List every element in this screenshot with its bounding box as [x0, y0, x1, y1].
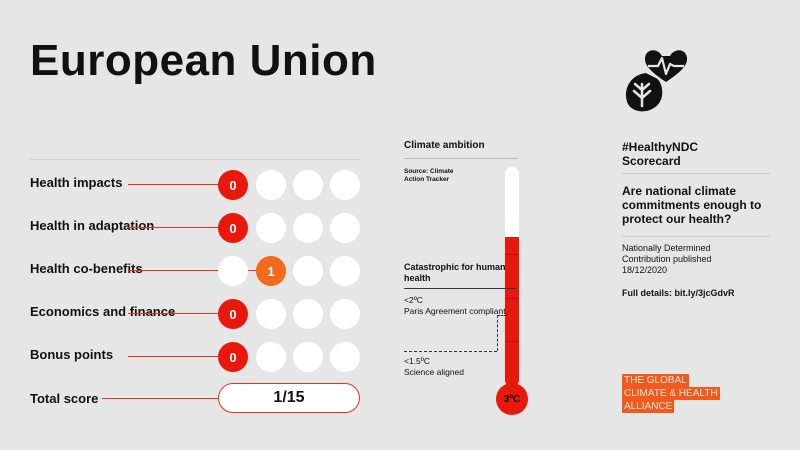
empty-dot [293, 299, 323, 329]
score-dot: 0 [218, 299, 248, 329]
divider [622, 236, 770, 237]
thermometer-fill [505, 237, 519, 387]
connector-line [128, 313, 218, 314]
ndc-info: Nationally Determined Contribution publi… [622, 243, 772, 276]
science-level-label: <1.5ºC Science aligned [404, 356, 465, 377]
alliance-line: ALLIANCE [622, 400, 675, 413]
score-dot: 0 [218, 213, 248, 243]
paris-marker-dash [497, 315, 507, 316]
heart-and-leaf-icon [624, 50, 688, 114]
divider [30, 159, 360, 160]
score-row-label: Health impacts [30, 175, 123, 190]
total-score-value: 1/15 [218, 383, 360, 413]
empty-dot [293, 342, 323, 372]
hashtag-line: #HealthyNDC [622, 140, 699, 154]
connector-line [128, 227, 218, 228]
empty-dot [330, 299, 360, 329]
ndc-line: Nationally Determined [622, 243, 711, 253]
total-score-row: Total score 1/15 [30, 383, 370, 413]
empty-dot [330, 213, 360, 243]
divider [404, 158, 518, 159]
climate-ambition-title: Climate ambition [404, 140, 485, 151]
empty-dot [330, 342, 360, 372]
empty-dot [256, 170, 286, 200]
score-row: Health in adaptation 0 [30, 204, 370, 248]
alliance-line: THE GLOBAL [622, 374, 689, 387]
alliance-logo: THE GLOBAL CLIMATE & HEALTH ALLIANCE [622, 374, 720, 413]
details-link[interactable]: Full details: bit.ly/3jcGdvR [622, 288, 735, 298]
score-dot: 0 [218, 170, 248, 200]
empty-dot [293, 213, 323, 243]
connector-line [128, 270, 256, 271]
score-row-label: Health in adaptation [30, 218, 155, 233]
catastrophic-label: Catastrophic for human health [404, 262, 506, 283]
connector-line [128, 184, 218, 185]
paris-marker-dash [497, 315, 498, 351]
thermometer-tube [505, 167, 519, 387]
catastrophic-marker-line [404, 288, 516, 289]
connector-line [102, 398, 250, 399]
scorecard-line: Scorecard [622, 154, 681, 168]
empty-dot [330, 170, 360, 200]
empty-dot [218, 256, 248, 286]
empty-dot [256, 299, 286, 329]
thermometer-tick [505, 298, 519, 299]
empty-dot [293, 170, 323, 200]
alliance-line: CLIMATE & HEALTH [622, 387, 720, 400]
score-row: Economics and finance 0 [30, 290, 370, 334]
paris-level-label: <2ºC Paris Agreement compliant [404, 295, 506, 316]
empty-dot [293, 256, 323, 286]
score-row: Health impacts 0 [30, 161, 370, 205]
empty-dot [330, 256, 360, 286]
score-dot: 1 [256, 256, 286, 286]
score-dot: 0 [218, 342, 248, 372]
science-marker-dash [404, 351, 497, 352]
source-note: Source: Climate Action Tracker [404, 168, 454, 183]
thermometer-bulb-value: 3ºC [496, 383, 528, 415]
connector-line [128, 356, 218, 357]
empty-dot [256, 342, 286, 372]
score-row-label: Economics and finance [30, 304, 176, 319]
hashtag-title: #HealthyNDC Scorecard [622, 140, 698, 168]
ndc-date: 18/12/2020 [622, 265, 668, 275]
question-text: Are national climate commitments enough … [622, 184, 762, 226]
score-row: Bonus points 0 [30, 333, 370, 377]
thermometer-tick [505, 254, 519, 255]
empty-dot [256, 213, 286, 243]
score-row: Health co-benefits 1 [30, 247, 370, 291]
total-score-label: Total score [30, 391, 99, 406]
page-title: European Union [30, 36, 377, 85]
score-row-label: Bonus points [30, 347, 114, 362]
thermometer-tick [505, 341, 519, 342]
ndc-line: Contribution published [622, 254, 712, 264]
divider [622, 173, 770, 174]
score-row-label: Health co-benefits [30, 261, 143, 276]
